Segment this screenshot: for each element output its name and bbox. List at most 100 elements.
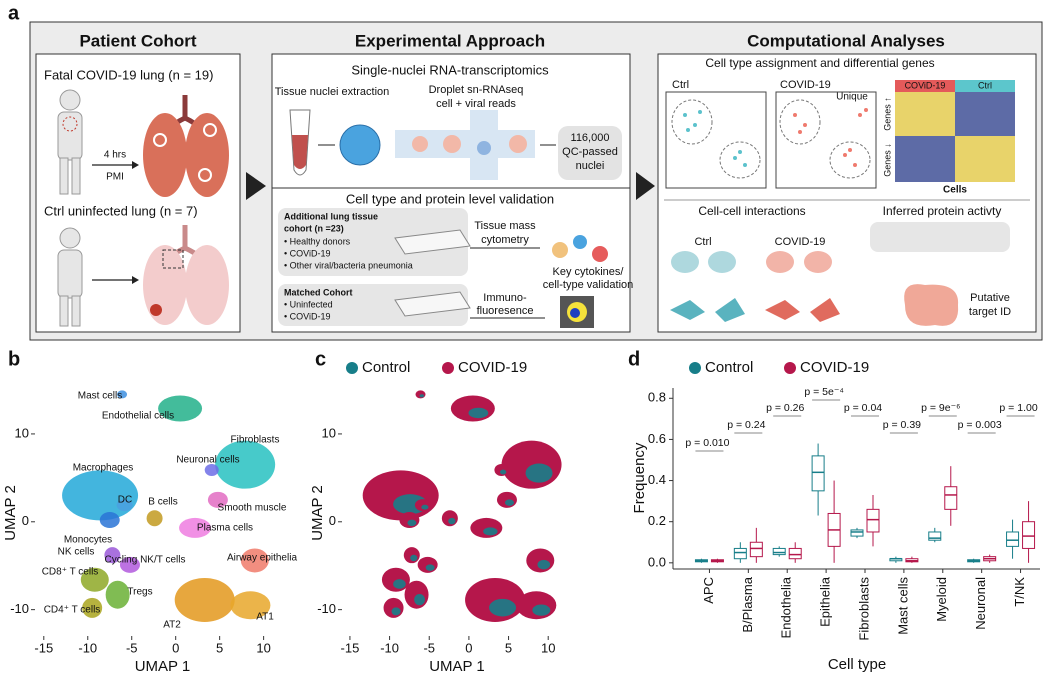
label: cell + viral reads [436, 98, 516, 110]
label: Genes ↑ [882, 97, 892, 131]
cluster [215, 440, 276, 489]
box [749, 541, 763, 558]
cluster-outline [779, 99, 821, 145]
label: • COViD-19 [284, 311, 331, 321]
panel-label: b [8, 348, 20, 370]
cluster-control [414, 594, 425, 606]
cluster-control [468, 407, 489, 419]
label: Additional lung tissue [284, 211, 378, 221]
label: Tissue mass [474, 220, 536, 232]
droplet [412, 136, 428, 152]
x-tick-label: T/NK [1012, 577, 1027, 607]
lung-marker [62, 116, 78, 132]
label: Ctrl [694, 236, 711, 248]
legend-label: COVID-19 [458, 359, 527, 376]
droplet [477, 141, 491, 155]
panel-label: c [315, 348, 326, 370]
cluster [116, 499, 133, 512]
cluster [104, 547, 121, 564]
cluster-covid [470, 517, 503, 538]
panel-label: a [8, 2, 20, 24]
dna-box [870, 222, 1010, 252]
label: • Uninfected [284, 299, 333, 309]
p-value: p = 0.39 [883, 419, 921, 431]
section-title: Experimental Approach [355, 31, 545, 50]
nucleus [339, 124, 381, 166]
label: • Other viral/bacteria pneumonia [284, 260, 413, 270]
x-tick-label: -10 [78, 640, 97, 655]
heatmap [955, 90, 1015, 136]
droplet [443, 135, 461, 153]
cluster-outline [719, 141, 761, 179]
if-nucleus [570, 308, 580, 318]
y-tick-label: 10 [15, 425, 29, 440]
cluster-label: Tregs [127, 587, 152, 598]
x-tick-label: -10 [380, 640, 399, 655]
label: target ID [969, 306, 1011, 318]
box [944, 486, 958, 510]
cluster [240, 548, 269, 573]
cluster-covid [399, 512, 420, 529]
umap-mini [775, 91, 877, 189]
cell-dots [793, 108, 868, 167]
x-axis-label: UMAP 1 [429, 658, 485, 675]
cluster-covid [381, 567, 410, 592]
x-tick-label: 5 [505, 640, 512, 655]
x-tick-label: Endothelia [779, 576, 794, 638]
p-value: p = 0.003 [958, 419, 1002, 431]
x-tick-label: -5 [423, 640, 435, 655]
cell [573, 235, 587, 249]
cluster [119, 556, 140, 573]
heatmap-header [895, 80, 955, 92]
human-icon [57, 89, 83, 195]
x-tick-label: 0 [172, 640, 179, 655]
legend-swatch [442, 362, 454, 374]
cluster-covid [403, 547, 420, 564]
cluster-label: B cells [148, 497, 177, 508]
x-tick-label: APC [701, 577, 716, 604]
label: Ctrl [672, 79, 689, 91]
box [928, 531, 942, 541]
y-tick-label: -10 [10, 601, 29, 616]
cluster-label: Monocytes [64, 535, 112, 546]
cluster [158, 395, 203, 422]
cluster-covid [414, 499, 431, 512]
cluster [146, 510, 163, 527]
arrow-head [132, 161, 139, 169]
y-axis-label: Frequency [631, 442, 648, 513]
label: COVID-19 [780, 79, 831, 91]
cluster-covid [501, 440, 562, 489]
legend-label: Control [705, 359, 753, 376]
cluster-control [483, 527, 498, 536]
label: QC-passed [562, 146, 618, 158]
x-tick-label: Mast cells [895, 577, 910, 635]
cluster-label: Macrophages [73, 463, 134, 474]
nuclei-box [558, 126, 622, 180]
p-value: p = 5e⁻⁴ [804, 386, 844, 398]
label: Matched Cohort [284, 287, 353, 297]
x-tick-label: Fibroblasts [856, 577, 871, 641]
cluster [230, 591, 271, 620]
cluster-control [425, 564, 435, 571]
x-tick-label: 0 [465, 640, 472, 655]
tissue [292, 135, 308, 169]
y-tick-label: 0.6 [648, 431, 666, 446]
x-tick-label: 10 [256, 640, 270, 655]
cluster-control [489, 598, 517, 617]
y-tick-label: 0.2 [648, 513, 666, 528]
box [733, 547, 747, 560]
cluster-covid [383, 597, 404, 618]
label: Single-nuclei RNA-transcriptomics [351, 62, 549, 77]
legend-label: COVID-19 [800, 359, 869, 376]
slide [394, 291, 471, 317]
cluster [99, 512, 120, 529]
cluster-label: Plasma cells [197, 523, 253, 534]
cluster-label: AT1 [256, 612, 274, 623]
label: Tissue nuclei extraction [275, 86, 390, 98]
x-tick-label: -15 [34, 640, 53, 655]
y-tick-label: 0.4 [648, 472, 666, 487]
label: cohort (n =23) [284, 223, 344, 233]
x-axis-label: UMAP 1 [135, 658, 191, 675]
label: fluoresence [477, 305, 534, 317]
